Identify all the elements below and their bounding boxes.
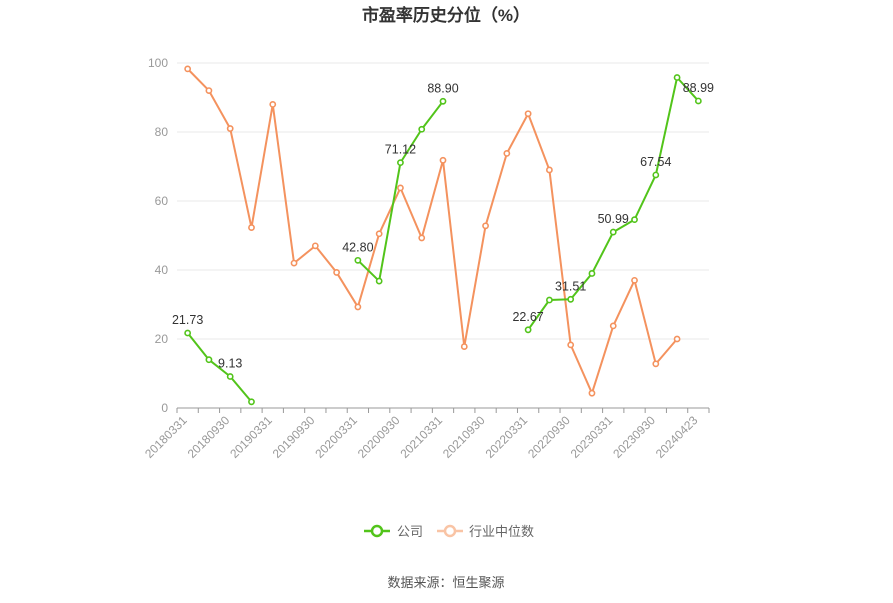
data-point[interactable] (205, 87, 213, 94)
data-point[interactable] (609, 322, 617, 330)
y-tick-label: 80 (155, 125, 169, 139)
x-tick-label: 20200930 (355, 413, 403, 461)
data-point[interactable] (354, 256, 362, 264)
data-point[interactable] (439, 97, 447, 105)
data-point[interactable] (354, 303, 362, 311)
data-point[interactable] (184, 329, 192, 337)
data-label: 31.51 (555, 279, 586, 293)
x-tick-label: 20190331 (227, 413, 275, 461)
y-tick-label: 40 (155, 263, 169, 277)
data-point[interactable] (290, 259, 298, 267)
chart-title: 市盈率历史分位（%） (362, 5, 530, 25)
data-point[interactable] (588, 270, 596, 277)
data-point[interactable] (418, 125, 426, 133)
data-label: 88.90 (427, 81, 458, 95)
data-point[interactable] (397, 159, 404, 167)
x-tick-label: 20180930 (185, 413, 233, 461)
data-point[interactable] (652, 171, 660, 179)
x-tick-label: 20190930 (270, 413, 318, 461)
data-point[interactable] (546, 166, 553, 174)
data-point[interactable] (567, 295, 575, 303)
data-point[interactable] (503, 149, 511, 157)
x-tick-label: 20210331 (397, 413, 445, 461)
data-point[interactable] (546, 296, 553, 304)
y-tick-label: 60 (155, 194, 169, 208)
data-point[interactable] (226, 373, 234, 380)
y-tick-label: 0 (161, 401, 168, 415)
data-point[interactable] (524, 110, 532, 118)
data-point[interactable] (248, 398, 255, 406)
data-point[interactable] (673, 74, 681, 81)
data-point[interactable] (631, 216, 638, 224)
legend-item-company[interactable]: 公司 (364, 524, 423, 539)
data-point[interactable] (184, 65, 192, 73)
data-label: 9.13 (218, 357, 242, 371)
data-label: 22.67 (512, 310, 543, 324)
data-label: 50.99 (598, 212, 629, 226)
data-label: 67.54 (640, 155, 671, 169)
x-tick-label: 20200331 (312, 413, 360, 461)
data-label: 88.99 (683, 81, 714, 95)
x-tick-label: 20180331 (142, 413, 190, 461)
data-point[interactable] (333, 269, 340, 276)
data-point[interactable] (418, 234, 426, 242)
data-point[interactable] (269, 101, 277, 108)
series-line (186, 332, 253, 403)
legend-company-label: 公司 (397, 524, 423, 539)
x-tick-label: 20230930 (610, 413, 658, 461)
legend-item-industry[interactable]: 行业中位数 (437, 524, 534, 539)
series-company (184, 74, 702, 406)
data-point[interactable] (311, 242, 319, 250)
series-layer (184, 65, 702, 406)
legend[interactable]: 公司 行业中位数 (364, 524, 534, 539)
data-point[interactable] (375, 230, 383, 238)
legend-industry-marker (443, 524, 457, 538)
data-point[interactable] (567, 341, 575, 349)
data-point[interactable] (694, 97, 702, 105)
data-point[interactable] (226, 125, 234, 132)
data-point[interactable] (248, 224, 255, 231)
x-tick-label: 20210930 (440, 413, 488, 461)
data-point[interactable] (588, 389, 596, 397)
data-point[interactable] (375, 277, 383, 285)
legend-industry-label: 行业中位数 (469, 524, 534, 539)
data-point[interactable] (482, 222, 489, 230)
data-labels: 21.73 9.13 42.80 71.12 88.90 22.67 31.51 50.99 6… (172, 81, 714, 371)
data-point[interactable] (652, 360, 660, 368)
y-tick-label: 20 (155, 332, 169, 346)
legend-company-marker (370, 524, 384, 538)
data-label: 71.12 (385, 143, 416, 157)
x-tick-label: 20220331 (483, 413, 531, 461)
data-point[interactable] (460, 343, 468, 350)
data-point[interactable] (631, 276, 638, 284)
data-label: 42.80 (342, 240, 373, 254)
data-point[interactable] (673, 335, 681, 343)
axes: 0 20 40 60 80 100 2018033120180930201903312019… (142, 56, 710, 461)
data-point[interactable] (439, 156, 447, 164)
x-tick-label: 20240423 (653, 413, 701, 461)
grid (177, 62, 709, 340)
y-tick-label: 100 (148, 56, 168, 70)
data-point[interactable] (609, 228, 617, 236)
x-tick-label: 20230331 (568, 413, 616, 461)
data-point[interactable] (205, 356, 213, 364)
x-tick-label: 20220930 (525, 413, 573, 461)
data-point[interactable] (397, 184, 404, 192)
data-label: 21.73 (172, 313, 203, 327)
series-industry (184, 65, 681, 397)
data-point[interactable] (524, 326, 532, 334)
series-line (186, 68, 678, 395)
source-note: 数据来源：恒生聚源 (387, 575, 504, 590)
